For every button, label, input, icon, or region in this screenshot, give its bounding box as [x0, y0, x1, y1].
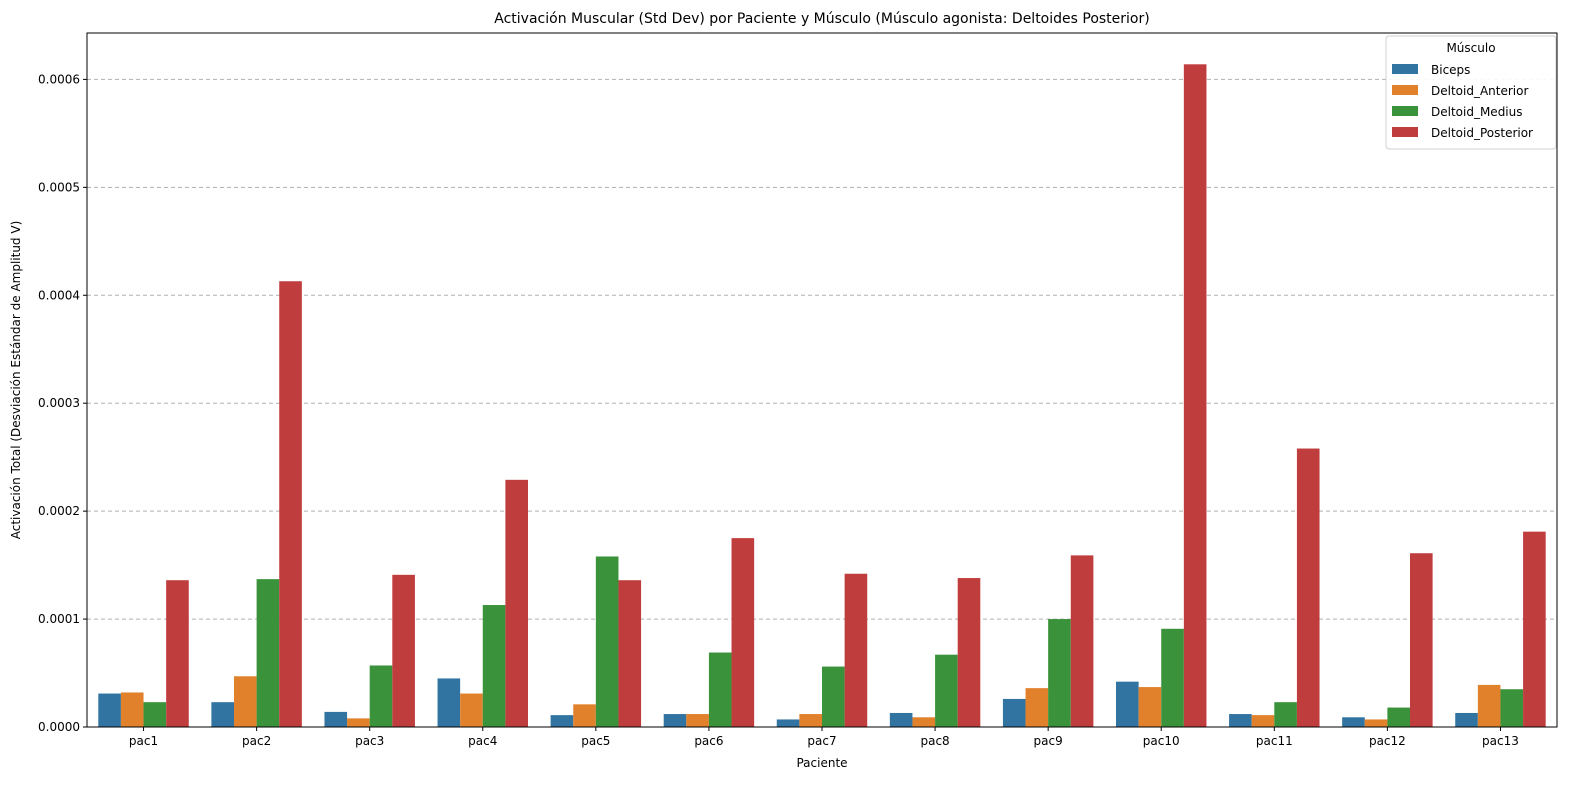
legend-swatch — [1392, 127, 1418, 137]
legend-box — [1385, 35, 1557, 150]
plot-frame — [86, 32, 1558, 728]
bar-pac11-biceps — [1229, 714, 1252, 727]
x-tick-label: pac7 — [807, 734, 836, 748]
legend-label: Biceps — [1431, 63, 1470, 77]
bar-pac5-biceps — [550, 715, 574, 727]
y-tick-label: 0.0006 — [38, 72, 80, 86]
bar-pac3-deltoid-medius — [369, 665, 393, 727]
bar-pac2-deltoid-medius — [256, 579, 280, 727]
bar-pac7-deltoid-posterior — [844, 573, 868, 727]
bar-pac5-deltoid-medius — [595, 556, 619, 727]
bar-pac2-deltoid-anterior — [234, 676, 257, 727]
bar-pac13-biceps — [1455, 712, 1478, 727]
bar-pac7-deltoid-medius — [822, 666, 845, 727]
x-tick-label: pac10 — [1143, 734, 1180, 748]
bar-pac6-deltoid-medius — [708, 652, 732, 727]
bar-pac1-deltoid-anterior — [120, 692, 144, 727]
y-tick-label: 0.0004 — [38, 288, 80, 302]
y-axis-ticks: 0.0000 0.0001 0.0002 0.0003 0.0004 0.0005 0.00… — [38, 72, 87, 734]
bar-pac2-biceps — [211, 702, 234, 727]
legend-label: Deltoid_Posterior — [1431, 126, 1533, 140]
legend: Músculo Biceps Deltoid_Anterior Deltoid_Me… — [1385, 35, 1557, 150]
bar-pac11-deltoid-anterior — [1251, 715, 1275, 727]
bar-pac2-deltoid-posterior — [279, 281, 302, 727]
bar-pac13-deltoid-medius — [1500, 689, 1524, 727]
bar-pac9-deltoid-medius — [1048, 619, 1071, 727]
bar-pac8-deltoid-posterior — [957, 578, 981, 727]
bar-pac7-deltoid-anterior — [799, 714, 822, 727]
x-tick-label: pac2 — [242, 734, 271, 748]
x-tick-label: pac6 — [694, 734, 723, 748]
bar-pac11-deltoid-posterior — [1296, 448, 1320, 727]
bar-pac5-deltoid-posterior — [618, 580, 642, 727]
y-tick-label: 0.0002 — [38, 504, 80, 518]
x-tick-label: pac4 — [468, 734, 497, 748]
bar-pac6-biceps — [663, 714, 687, 727]
bar-pac12-deltoid-medius — [1387, 707, 1410, 727]
bar-pac12-deltoid-posterior — [1410, 553, 1433, 727]
bar-pac3-deltoid-posterior — [392, 574, 415, 727]
bar-pac7-biceps — [776, 719, 800, 727]
x-tick-label: pac9 — [1034, 734, 1063, 748]
legend-items: Biceps Deltoid_Anterior Deltoid_Medius Delt… — [1392, 63, 1533, 140]
y-tick-label: 0.0005 — [38, 180, 80, 194]
legend-title: Músculo — [1446, 41, 1495, 55]
legend-swatch — [1392, 64, 1418, 74]
bar-pac9-deltoid-anterior — [1025, 688, 1049, 727]
x-tick-label: pac3 — [355, 734, 384, 748]
x-tick-label: pac11 — [1256, 734, 1293, 748]
bars — [98, 64, 1546, 727]
y-tick-label: 0.0001 — [38, 612, 80, 626]
legend-label: Deltoid_Medius — [1431, 105, 1523, 119]
bar-pac8-biceps — [889, 712, 913, 727]
bar-pac11-deltoid-medius — [1274, 702, 1297, 727]
bar-pac5-deltoid-anterior — [573, 704, 596, 727]
x-tick-label: pac5 — [581, 734, 610, 748]
bar-pac6-deltoid-anterior — [686, 714, 709, 727]
bar-pac1-biceps — [98, 693, 121, 727]
bar-pac4-biceps — [437, 678, 461, 727]
legend-swatch — [1392, 85, 1418, 95]
x-axis-ticks: pac1 pac2 pac3 pac4 pac5 pac6 pac7 pac8 pac9 pac1… — [129, 727, 1519, 748]
bar-pac6-deltoid-posterior — [731, 538, 755, 727]
bar-pac12-biceps — [1342, 717, 1365, 727]
bar-pac4-deltoid-anterior — [460, 693, 483, 727]
bar-pac12-deltoid-anterior — [1364, 719, 1388, 727]
x-axis-label: Paciente — [796, 756, 847, 770]
bar-pac8-deltoid-anterior — [912, 717, 936, 727]
legend-swatch — [1392, 106, 1418, 116]
axes — [86, 32, 1558, 728]
bar-pac4-deltoid-medius — [482, 605, 506, 727]
legend-label: Deltoid_Anterior — [1431, 84, 1528, 98]
bar-pac13-deltoid-anterior — [1477, 684, 1501, 727]
bar-pac10-deltoid-posterior — [1183, 64, 1207, 727]
bar-pac10-deltoid-medius — [1161, 628, 1184, 727]
bar-pac8-deltoid-medius — [935, 654, 958, 727]
bar-pac3-deltoid-anterior — [347, 718, 370, 727]
bar-pac1-deltoid-posterior — [166, 580, 189, 727]
y-tick-label: 0.0003 — [38, 396, 80, 410]
bar-pac3-biceps — [324, 711, 348, 727]
x-tick-label: pac8 — [920, 734, 949, 748]
bar-pac1-deltoid-medius — [143, 702, 167, 727]
bar-pac13-deltoid-posterior — [1523, 531, 1546, 727]
y-axis-label: Activación Total (Desviación Estándar de… — [9, 221, 23, 540]
chart-title: Activación Muscular (Std Dev) por Pacien… — [494, 11, 1149, 27]
y-tick-label: 0.0000 — [38, 720, 80, 734]
bar-pac9-biceps — [1002, 698, 1026, 727]
x-tick-label: pac1 — [129, 734, 158, 748]
grid-lines — [87, 78, 1557, 620]
x-tick-label: pac12 — [1369, 734, 1406, 748]
bar-pac10-deltoid-anterior — [1138, 687, 1162, 727]
x-tick-label: pac13 — [1482, 734, 1519, 748]
bar-pac10-biceps — [1116, 681, 1139, 727]
bar-pac4-deltoid-posterior — [505, 479, 528, 727]
bar-pac9-deltoid-posterior — [1070, 555, 1094, 727]
